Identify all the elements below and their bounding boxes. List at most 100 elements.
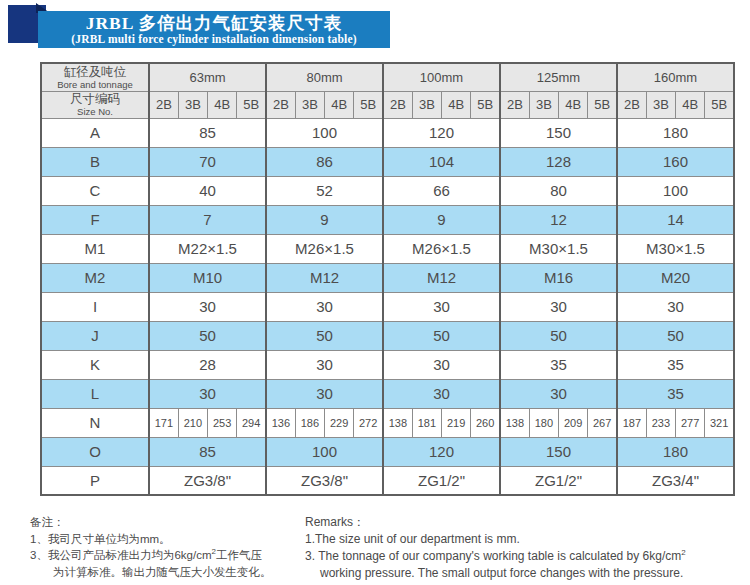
size-code-header: 2B bbox=[617, 91, 646, 118]
table-row: M1M22×1.5M26×1.5M26×1.5M30×1.5M30×1.5 bbox=[41, 234, 734, 263]
notes-cn-line2: 3、我公司产品标准出力均为6kg/cm2工作气压 bbox=[30, 547, 305, 564]
size-code-header: 4B bbox=[208, 91, 237, 118]
table-cell: 219 bbox=[442, 408, 471, 437]
row-label: P bbox=[41, 466, 149, 495]
size-code-header: 3B bbox=[412, 91, 441, 118]
table-cell: 100 bbox=[266, 118, 383, 147]
table-cell: 30 bbox=[266, 350, 383, 379]
row-label: C bbox=[41, 176, 149, 205]
size-code-header: 4B bbox=[442, 91, 471, 118]
corner-header-bore: 缸径及吨位 Bore and tonnage bbox=[41, 63, 149, 91]
table-cell: 85 bbox=[149, 437, 266, 466]
column-group-header: 80mm bbox=[266, 63, 383, 91]
column-group-header: 100mm bbox=[383, 63, 500, 91]
size-code-header: 5B bbox=[471, 91, 500, 118]
table-cell: M26×1.5 bbox=[266, 234, 383, 263]
notes-cn-line2-text: 3、我公司产品标准出力均为6kg/cm bbox=[30, 549, 211, 561]
notes-cn-line1: 1、我司尺寸单位均为mm。 bbox=[30, 531, 305, 548]
table-head: 缸径及吨位 Bore and tonnage 63mm80mm100mm125m… bbox=[41, 63, 734, 118]
table-cell: 120 bbox=[383, 437, 500, 466]
table-cell: 86 bbox=[266, 147, 383, 176]
dimension-table: 缸径及吨位 Bore and tonnage 63mm80mm100mm125m… bbox=[40, 62, 735, 496]
table-cell: 30 bbox=[500, 292, 617, 321]
size-code-header: 5B bbox=[354, 91, 383, 118]
table-cell: 85 bbox=[149, 118, 266, 147]
table-cell: 210 bbox=[178, 408, 207, 437]
table-row: PZG3/8"ZG3/8"ZG1/2"ZG1/2"ZG3/4" bbox=[41, 466, 734, 495]
row-label: O bbox=[41, 437, 149, 466]
column-group-header: 160mm bbox=[617, 63, 734, 91]
table-cell: 66 bbox=[383, 176, 500, 205]
size-code-header: 2B bbox=[266, 91, 295, 118]
table-cell: 277 bbox=[676, 408, 705, 437]
notes-en-line2: 3. The tonnage of our company's working … bbox=[305, 548, 742, 565]
table-cell: 35 bbox=[500, 350, 617, 379]
table-cell: 272 bbox=[354, 408, 383, 437]
table-cell: 260 bbox=[471, 408, 500, 437]
table-cell: 30 bbox=[383, 292, 500, 321]
table-cell: 50 bbox=[383, 321, 500, 350]
size-code-header: 2B bbox=[383, 91, 412, 118]
table-cell: 100 bbox=[617, 176, 734, 205]
notes-en-heading: Remarks： bbox=[305, 514, 742, 531]
table-cell: 233 bbox=[646, 408, 675, 437]
table-cell: M30×1.5 bbox=[617, 234, 734, 263]
notes-chinese: 备注： 1、我司尺寸单位均为mm。 3、我公司产品标准出力均为6kg/cm2工作… bbox=[30, 514, 305, 582]
corner-bore-en: Bore and tonnage bbox=[42, 79, 148, 90]
table-cell: ZG3/4" bbox=[617, 466, 734, 495]
table-cell: 50 bbox=[149, 321, 266, 350]
table-cell: 9 bbox=[266, 205, 383, 234]
row-label: L bbox=[41, 379, 149, 408]
table-row: A85100120150180 bbox=[41, 118, 734, 147]
table-cell: M10 bbox=[149, 263, 266, 292]
table-cell: ZG3/8" bbox=[266, 466, 383, 495]
table-row: K2830303535 bbox=[41, 350, 734, 379]
table-cell: 35 bbox=[617, 350, 734, 379]
table-cell: 9 bbox=[383, 205, 500, 234]
size-code-header: 2B bbox=[500, 91, 529, 118]
table-row: L3030303035 bbox=[41, 379, 734, 408]
table-row: I3030303030 bbox=[41, 292, 734, 321]
table-cell: M30×1.5 bbox=[500, 234, 617, 263]
column-group-header: 125mm bbox=[500, 63, 617, 91]
table-cell: M20 bbox=[617, 263, 734, 292]
notes-english: Remarks： 1.The size unit of our departme… bbox=[305, 514, 742, 582]
table-cell: ZG1/2" bbox=[500, 466, 617, 495]
table-cell: 50 bbox=[617, 321, 734, 350]
size-code-header: 3B bbox=[529, 91, 558, 118]
table-cell: 186 bbox=[295, 408, 324, 437]
row-label: F bbox=[41, 205, 149, 234]
page-title: JRBL 多倍出力气缸安装尺寸表 bbox=[38, 13, 390, 33]
row-label: M1 bbox=[41, 234, 149, 263]
size-code-header: 3B bbox=[178, 91, 207, 118]
table-cell: 209 bbox=[559, 408, 588, 437]
table-cell: 104 bbox=[383, 147, 500, 176]
table-cell: 50 bbox=[500, 321, 617, 350]
column-group-header: 63mm bbox=[149, 63, 266, 91]
size-code-header: 2B bbox=[149, 91, 178, 118]
table-cell: 138 bbox=[383, 408, 412, 437]
table-cell: 30 bbox=[266, 292, 383, 321]
table-row: J5050505050 bbox=[41, 321, 734, 350]
table-cell: ZG3/8" bbox=[149, 466, 266, 495]
group-header-row: 缸径及吨位 Bore and tonnage 63mm80mm100mm125m… bbox=[41, 63, 734, 91]
size-code-header: 5B bbox=[237, 91, 266, 118]
table-cell: 181 bbox=[412, 408, 441, 437]
page-subtitle: (JRBL multi force cylinder installation … bbox=[38, 33, 390, 46]
table-cell: 180 bbox=[617, 118, 734, 147]
table-cell: 138 bbox=[500, 408, 529, 437]
size-code-header: 4B bbox=[325, 91, 354, 118]
table-cell: 30 bbox=[617, 292, 734, 321]
row-label: M2 bbox=[41, 263, 149, 292]
size-code-header: 3B bbox=[646, 91, 675, 118]
table-row: C40526680100 bbox=[41, 176, 734, 205]
notes-cn-line2-tail: 工作气压 bbox=[216, 549, 262, 561]
table-cell: 180 bbox=[529, 408, 558, 437]
notes-en-line2-text: 3. The tonnage of our company's working … bbox=[305, 549, 681, 563]
table-cell: 171 bbox=[149, 408, 178, 437]
size-code-header: 3B bbox=[295, 91, 324, 118]
footer-notes: 备注： 1、我司尺寸单位均为mm。 3、我公司产品标准出力均为6kg/cm2工作… bbox=[30, 514, 742, 582]
table-cell: 294 bbox=[237, 408, 266, 437]
notes-en-line3: working pressure. The small output force… bbox=[305, 565, 742, 582]
table-cell: 150 bbox=[500, 437, 617, 466]
